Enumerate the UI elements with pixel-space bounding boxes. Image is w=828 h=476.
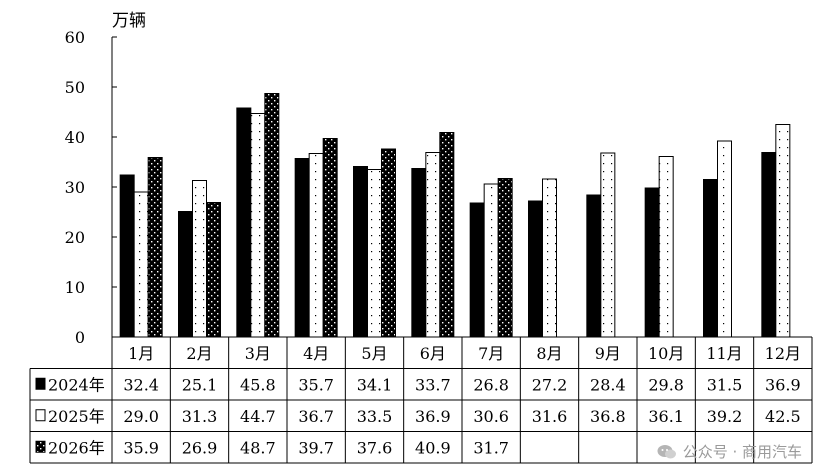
bar [133,191,149,338]
bar [294,158,310,338]
legend-label: 2025年 [48,407,105,426]
bar [264,93,280,338]
category-label: 5月 [361,344,387,363]
bar [703,179,718,338]
data-label: 36.9 [765,375,801,394]
data-label: 31.6 [532,407,568,426]
category-label: 10月 [648,344,684,363]
category-label: 8月 [536,344,562,363]
wechat-icon [657,444,676,458]
bar [206,202,221,338]
y-axis-unit-label: 万辆 [112,11,146,31]
bar [775,124,791,338]
watermark: 公众号 · 商用汽车 [657,441,802,462]
bar [542,178,557,338]
bar [439,132,455,338]
y-tick-label: 30 [65,178,85,197]
bar [411,168,427,338]
data-label: 29.0 [123,407,159,426]
category-label: 9月 [595,344,621,363]
y-tick-label: 0 [75,328,85,347]
bar [600,152,616,338]
data-label: 35.9 [123,438,159,457]
data-label: 26.9 [182,438,218,457]
bar [586,194,602,338]
bar [308,153,324,338]
data-label: 44.7 [240,407,276,426]
data-label: 36.8 [590,407,626,426]
data-label: 45.8 [240,375,276,394]
bar [353,166,368,338]
bar [250,113,266,338]
bar [644,187,660,338]
bar [381,148,396,338]
category-label: 2月 [186,344,212,363]
data-label: 40.9 [415,438,451,457]
legend-label: 2024年 [48,375,105,394]
data-label: 31.3 [182,407,218,426]
bar [192,180,207,338]
y-tick-label: 20 [65,228,85,247]
data-label: 42.5 [765,407,801,426]
data-label: 39.2 [707,407,743,426]
bar [483,183,499,338]
data-label: 33.5 [357,407,393,426]
y-tick-label: 40 [65,128,85,147]
category-label: 6月 [420,344,446,363]
bars [119,93,791,338]
watermark-text: 公众号 · 商用汽车 [682,443,802,461]
category-label: 7月 [478,344,504,363]
bar [425,152,441,338]
data-label: 39.7 [298,438,334,457]
y-tick-label: 60 [65,28,85,47]
data-label: 31.5 [707,375,743,394]
y-tick-label: 50 [65,78,85,97]
bar [322,138,338,338]
bar [497,178,513,338]
data-label: 33.7 [415,375,451,394]
bar [469,202,485,338]
bar [147,157,163,338]
data-label: 29.8 [648,375,684,394]
bar [119,174,135,338]
data-label: 28.4 [590,375,626,394]
category-label: 3月 [245,344,271,363]
y-tick-label: 10 [65,278,85,297]
legend-swatch [35,409,46,422]
bar [528,200,543,338]
category-label: 4月 [303,344,329,363]
data-label: 35.7 [298,375,334,394]
data-label: 48.7 [240,438,276,457]
bar [761,152,777,338]
category-label: 1月 [128,344,154,363]
bar [717,140,732,338]
y-axis: 0 10 20 30 40 50 60 [65,28,117,347]
category-label: 11月 [706,344,742,363]
data-label: 25.1 [182,375,218,394]
bar [367,169,382,338]
legend-label: 2026年 [48,438,105,457]
data-label: 31.7 [473,438,509,457]
category-label: 12月 [765,344,801,363]
data-label: 37.6 [357,438,393,457]
data-table: 1月 2月 3月 4月 5月 6月 7月 8月 9月 10月 11月 12月 2024年 32.4 25.1… [29,336,813,464]
data-label: 30.6 [473,407,509,426]
data-label: 32.4 [123,375,159,394]
legend-swatch [35,440,46,453]
data-label: 34.1 [357,375,393,394]
bar [236,107,252,338]
legend-swatch [35,377,46,390]
bar [658,156,674,338]
data-label: 36.9 [415,407,451,426]
data-label: 27.2 [532,375,568,394]
bar [178,211,193,338]
data-label: 36.1 [648,407,684,426]
data-label: 36.7 [298,407,334,426]
data-label: 26.8 [473,375,509,394]
